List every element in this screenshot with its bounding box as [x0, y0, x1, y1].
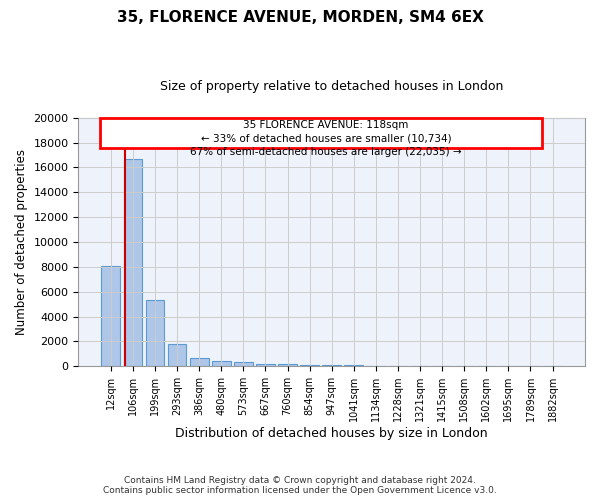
Bar — [190, 358, 209, 366]
Bar — [300, 365, 319, 366]
Bar — [256, 364, 275, 366]
Bar — [101, 266, 120, 366]
Text: Contains HM Land Registry data © Crown copyright and database right 2024.
Contai: Contains HM Land Registry data © Crown c… — [103, 476, 497, 495]
Bar — [167, 344, 187, 366]
Y-axis label: Number of detached properties: Number of detached properties — [15, 149, 28, 335]
Title: Size of property relative to detached houses in London: Size of property relative to detached ho… — [160, 80, 503, 93]
Bar — [322, 365, 341, 366]
Text: 35 FLORENCE AVENUE: 118sqm
← 33% of detached houses are smaller (10,734)
67% of : 35 FLORENCE AVENUE: 118sqm ← 33% of deta… — [190, 120, 462, 156]
Bar — [212, 362, 230, 366]
Bar — [100, 118, 542, 148]
Bar — [146, 300, 164, 366]
Text: 35, FLORENCE AVENUE, MORDEN, SM4 6EX: 35, FLORENCE AVENUE, MORDEN, SM4 6EX — [116, 10, 484, 25]
X-axis label: Distribution of detached houses by size in London: Distribution of detached houses by size … — [175, 427, 488, 440]
Bar — [124, 159, 142, 366]
Bar — [278, 364, 297, 366]
Bar — [234, 362, 253, 366]
